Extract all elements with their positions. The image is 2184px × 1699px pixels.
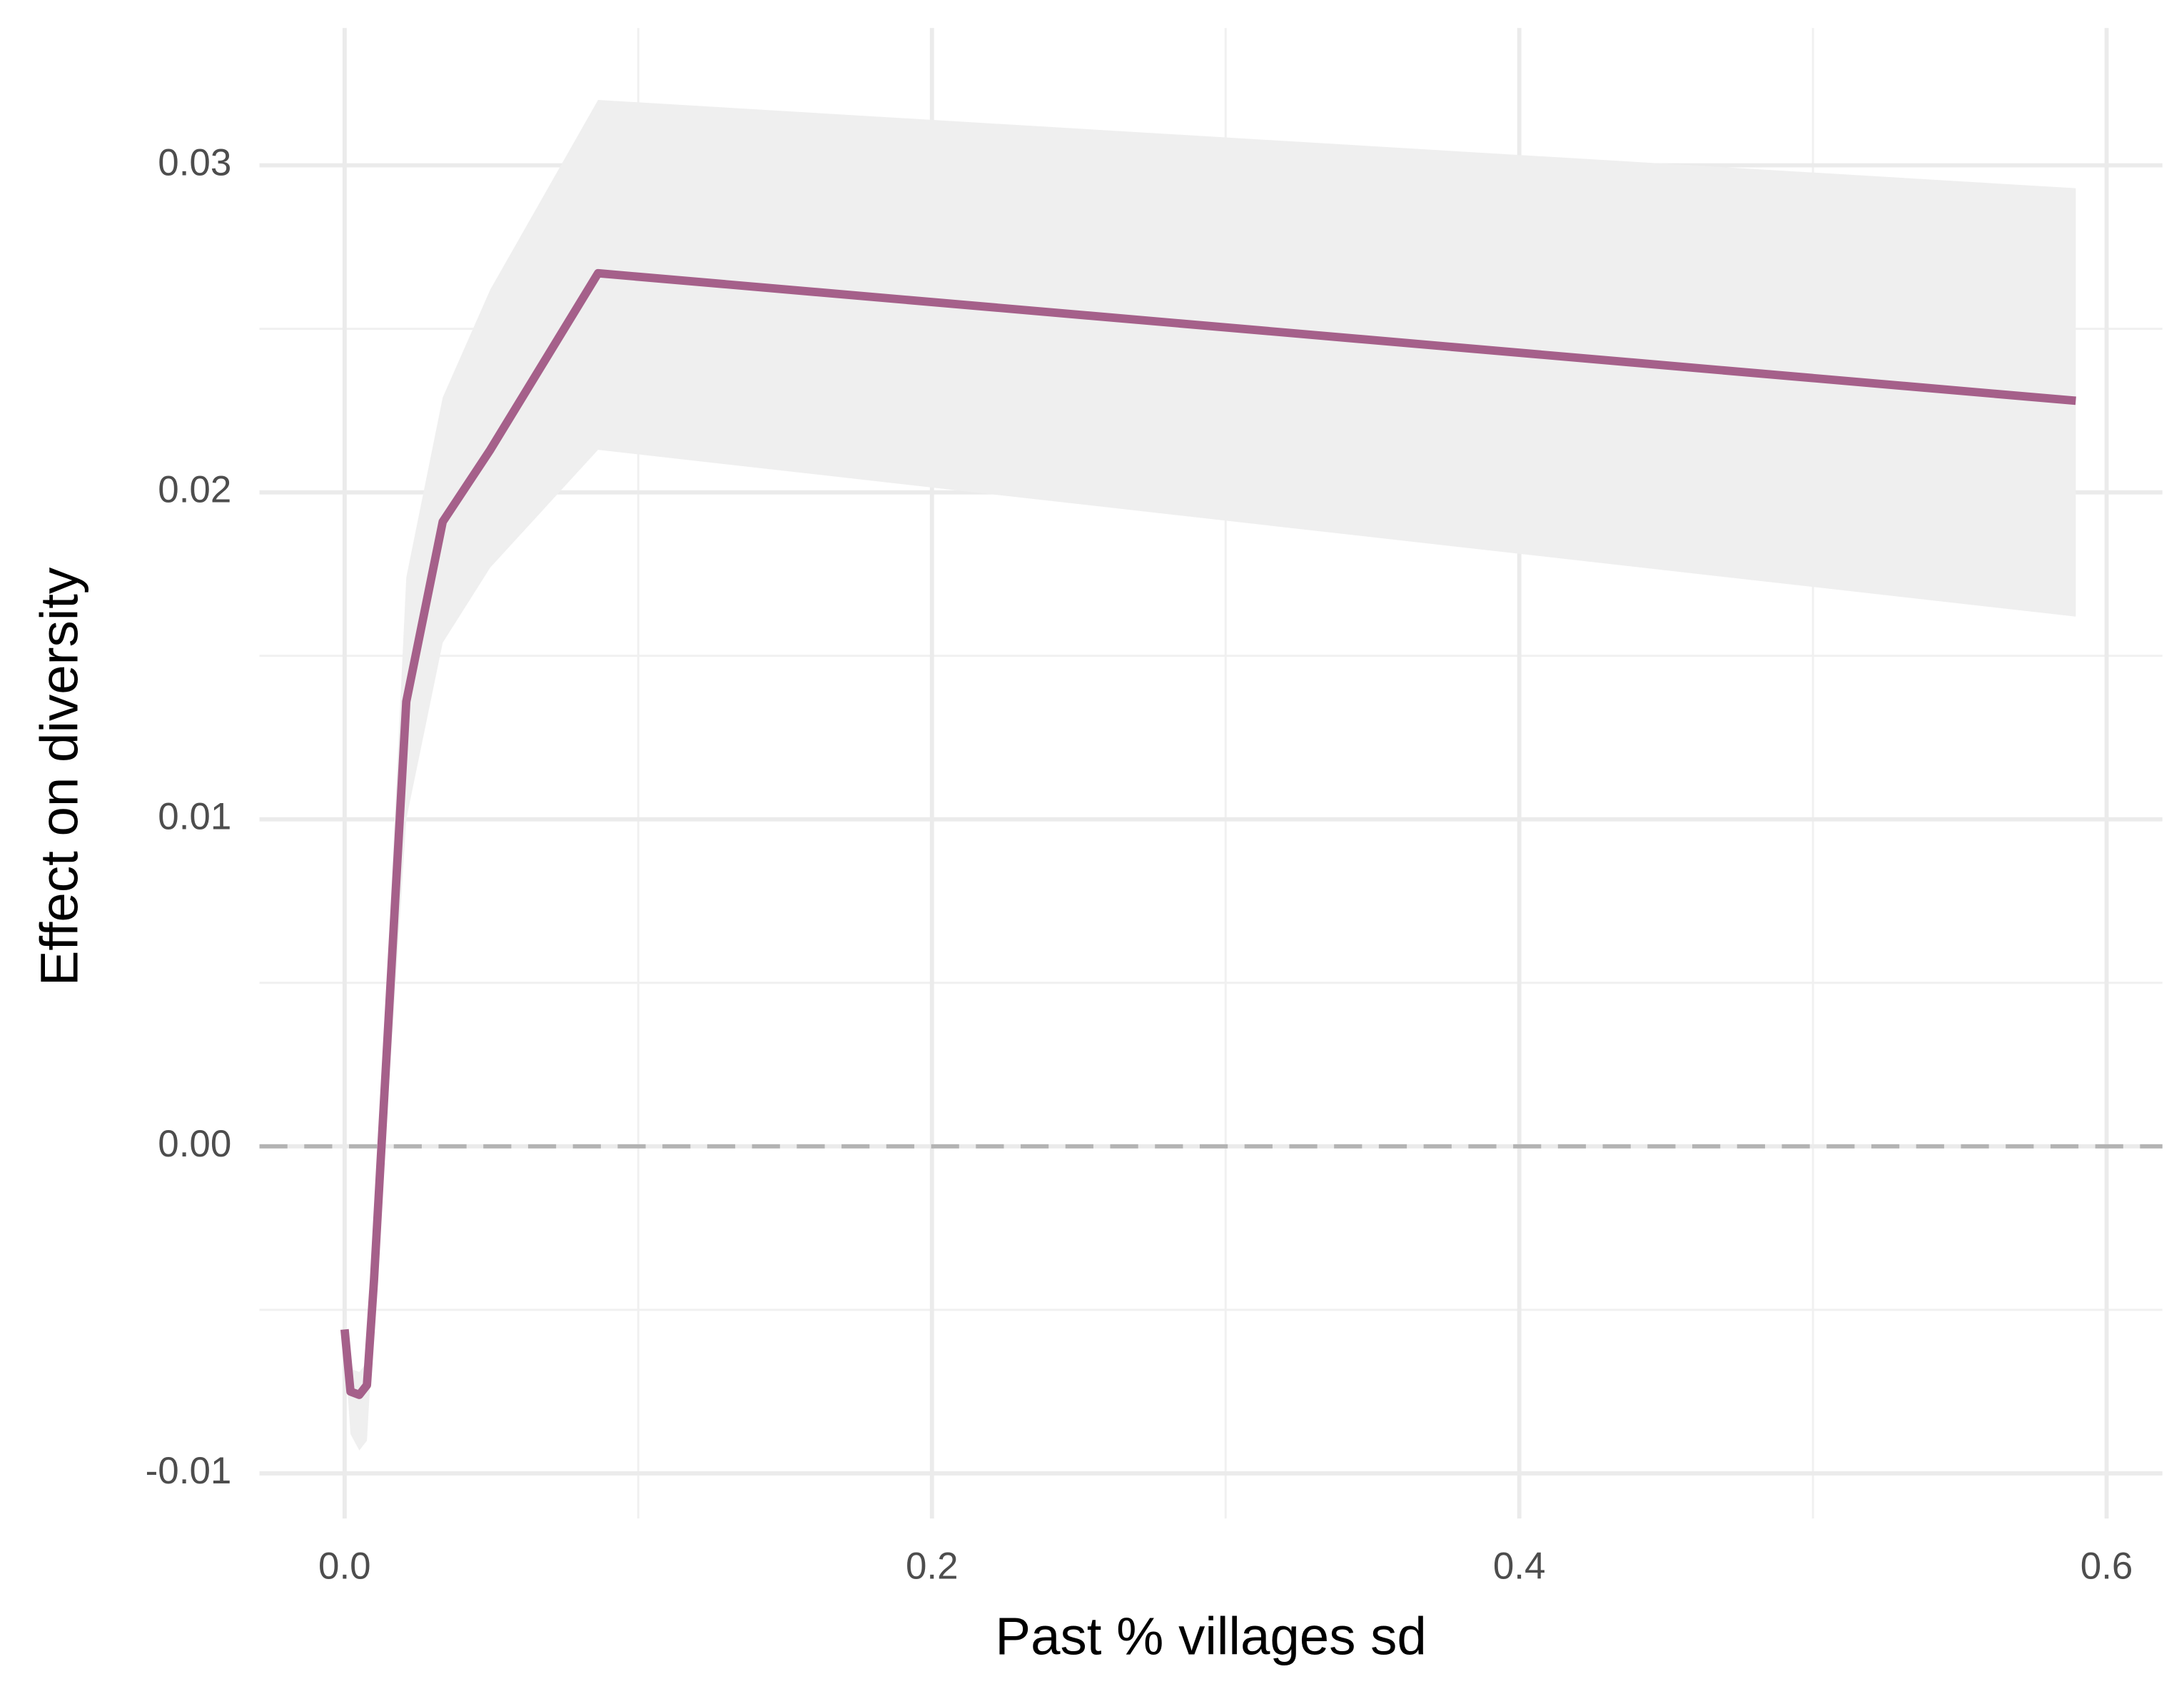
y-tick-label: 0.02 xyxy=(158,469,231,511)
x-tick-label: 0.2 xyxy=(906,1546,959,1588)
y-tick-label: -0.01 xyxy=(146,1450,232,1492)
x-axis-title: Past % villages sd xyxy=(995,1606,1426,1665)
y-tick-label: 0.01 xyxy=(158,796,231,838)
y-axis-title: Effect on diversity xyxy=(30,567,89,986)
confidence-band xyxy=(344,99,2076,1451)
line xyxy=(340,268,2076,1399)
x-tick-label: 0.4 xyxy=(1493,1546,1546,1588)
y-tick-label: 0.00 xyxy=(158,1123,231,1165)
x-tick-label: 0.6 xyxy=(2081,1546,2133,1588)
x-tick-label: 0.0 xyxy=(318,1546,371,1588)
y-tick-label: 0.03 xyxy=(158,142,231,184)
